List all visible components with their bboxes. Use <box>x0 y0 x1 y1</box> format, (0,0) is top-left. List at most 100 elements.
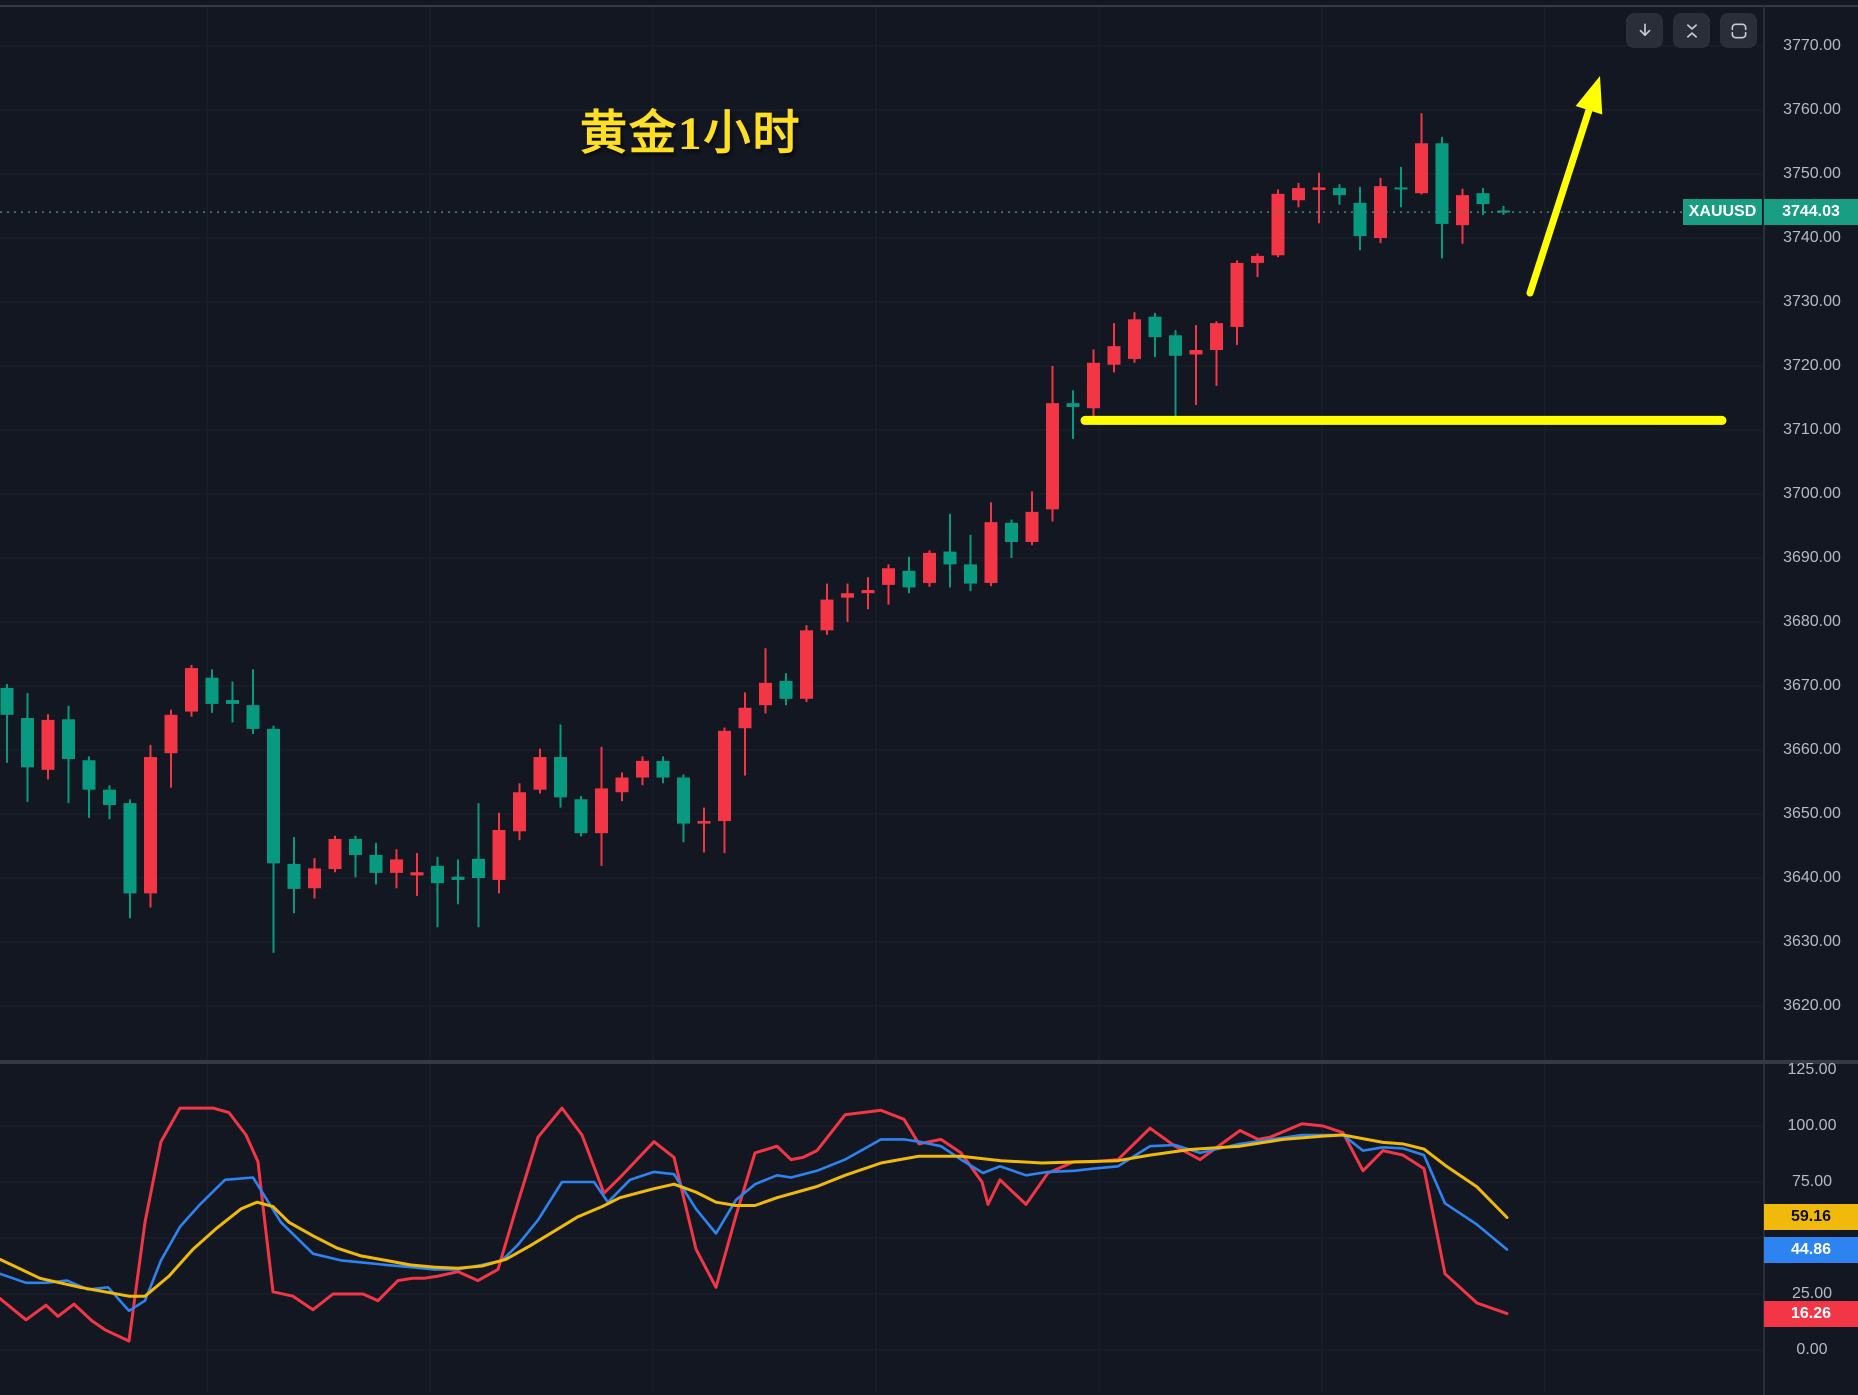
price-axis-label: 3760.00 <box>1783 101 1841 118</box>
arrow-shaft-annotation[interactable] <box>1526 106 1593 297</box>
candle-body <box>1353 202 1367 237</box>
chart-title-annotation[interactable]: 黄金1小时 <box>580 108 802 160</box>
price-axis-border <box>1763 5 1765 1395</box>
candle-body <box>1169 335 1182 356</box>
candle-body <box>1230 262 1244 327</box>
candle-body <box>779 680 793 699</box>
collapse-icon <box>1682 21 1702 41</box>
panel-resize-handle[interactable] <box>0 1060 1858 1064</box>
candle-body <box>1148 316 1162 338</box>
candle-body <box>861 590 875 594</box>
oscillator-line-slow <box>0 1133 1509 1298</box>
candle-body <box>492 830 506 880</box>
price-axis-label: 3620.00 <box>1783 997 1841 1014</box>
candle-body <box>1128 319 1141 359</box>
pane-top-border <box>0 5 1858 7</box>
candle-body <box>226 700 239 704</box>
fullscreen-button[interactable] <box>1720 13 1757 48</box>
candle-body <box>246 705 260 729</box>
candle-body <box>1415 143 1428 194</box>
oscillator-axis-label: 100.00 <box>1787 1117 1837 1134</box>
price-axis-label: 3720.00 <box>1783 357 1841 374</box>
candle-body <box>369 854 383 873</box>
candle-body <box>697 821 711 824</box>
candle-body <box>677 777 690 824</box>
candle-body <box>923 552 936 583</box>
candle-body <box>1497 210 1510 213</box>
candle-body <box>1251 255 1264 263</box>
candle-body <box>964 564 977 584</box>
price-axis-label: 3700.00 <box>1783 485 1841 502</box>
candle-body <box>431 865 444 884</box>
candle-body <box>410 872 424 876</box>
candle-body <box>62 719 75 759</box>
symbol-badge: XAUUSD <box>1683 199 1762 226</box>
price-axis-label: 3680.00 <box>1783 613 1841 630</box>
candle-body <box>1087 362 1100 409</box>
price-axis-label: 3660.00 <box>1783 741 1841 758</box>
candle-body <box>82 760 96 790</box>
candle-body <box>267 728 280 864</box>
candle-body <box>472 858 485 878</box>
candle-body <box>738 707 752 729</box>
candle-body <box>21 718 34 768</box>
candle-body <box>554 757 567 798</box>
candle-body <box>1046 403 1059 510</box>
oscillator-axis-label: 25.00 <box>1791 1285 1833 1302</box>
price-axis-label: 3670.00 <box>1783 677 1841 694</box>
candle-body <box>103 789 116 806</box>
candle-body <box>144 757 157 894</box>
candle-body <box>451 876 465 880</box>
candle-body <box>513 792 526 832</box>
candle-body <box>164 714 178 754</box>
price-axis-label: 3770.00 <box>1783 37 1841 54</box>
candle-body <box>1107 346 1121 365</box>
chart-toolbar <box>1626 13 1757 48</box>
candle-body <box>882 568 895 585</box>
oscillator-value-badge: 16.26 <box>1764 1300 1858 1327</box>
arrow-down-icon <box>1635 21 1655 41</box>
candle-body <box>287 863 301 889</box>
candle-body <box>1476 193 1490 205</box>
candle-body <box>615 777 629 793</box>
candle-body <box>1394 187 1408 190</box>
price-axis-label: 3650.00 <box>1783 805 1841 822</box>
candle-body <box>759 682 772 706</box>
candle-body <box>1189 350 1203 355</box>
candle-body <box>1005 522 1018 542</box>
candle-body <box>902 570 916 588</box>
price-axis-label: 3690.00 <box>1783 549 1841 566</box>
candle-body <box>1210 323 1223 350</box>
oscillator-value-badge: 44.86 <box>1764 1236 1858 1263</box>
oscillator-value-badge: 59.16 <box>1764 1204 1858 1231</box>
download-button[interactable] <box>1626 13 1663 48</box>
candle-body <box>185 668 198 712</box>
candle-body <box>636 760 649 778</box>
candle-body <box>1292 188 1305 201</box>
candle-body <box>1066 403 1080 407</box>
candle-body <box>1333 188 1346 196</box>
oscillator-axis-label: 75.00 <box>1791 1173 1833 1190</box>
candle-body <box>595 788 608 834</box>
collapse-pane-button[interactable] <box>1673 13 1710 48</box>
candle-body <box>390 859 403 873</box>
candle-body <box>308 868 321 889</box>
oscillator-line-fast <box>0 1106 1509 1343</box>
price-axis-label: 3640.00 <box>1783 869 1841 886</box>
candle-body <box>841 593 854 598</box>
candle-body <box>1435 143 1449 224</box>
arrow-head-annotation[interactable] <box>1575 76 1603 115</box>
candle-body <box>0 687 14 715</box>
candle-body <box>656 760 670 778</box>
candle-body <box>123 803 137 894</box>
candle-body <box>1271 193 1285 256</box>
price-axis-label: 3740.00 <box>1783 229 1841 246</box>
candle-body <box>1456 195 1469 226</box>
price-axis-label: 3710.00 <box>1783 421 1841 438</box>
candle-body <box>205 677 219 704</box>
candle-body <box>41 719 55 770</box>
candle-body <box>574 799 588 834</box>
price-axis-label: 3750.00 <box>1783 165 1841 182</box>
